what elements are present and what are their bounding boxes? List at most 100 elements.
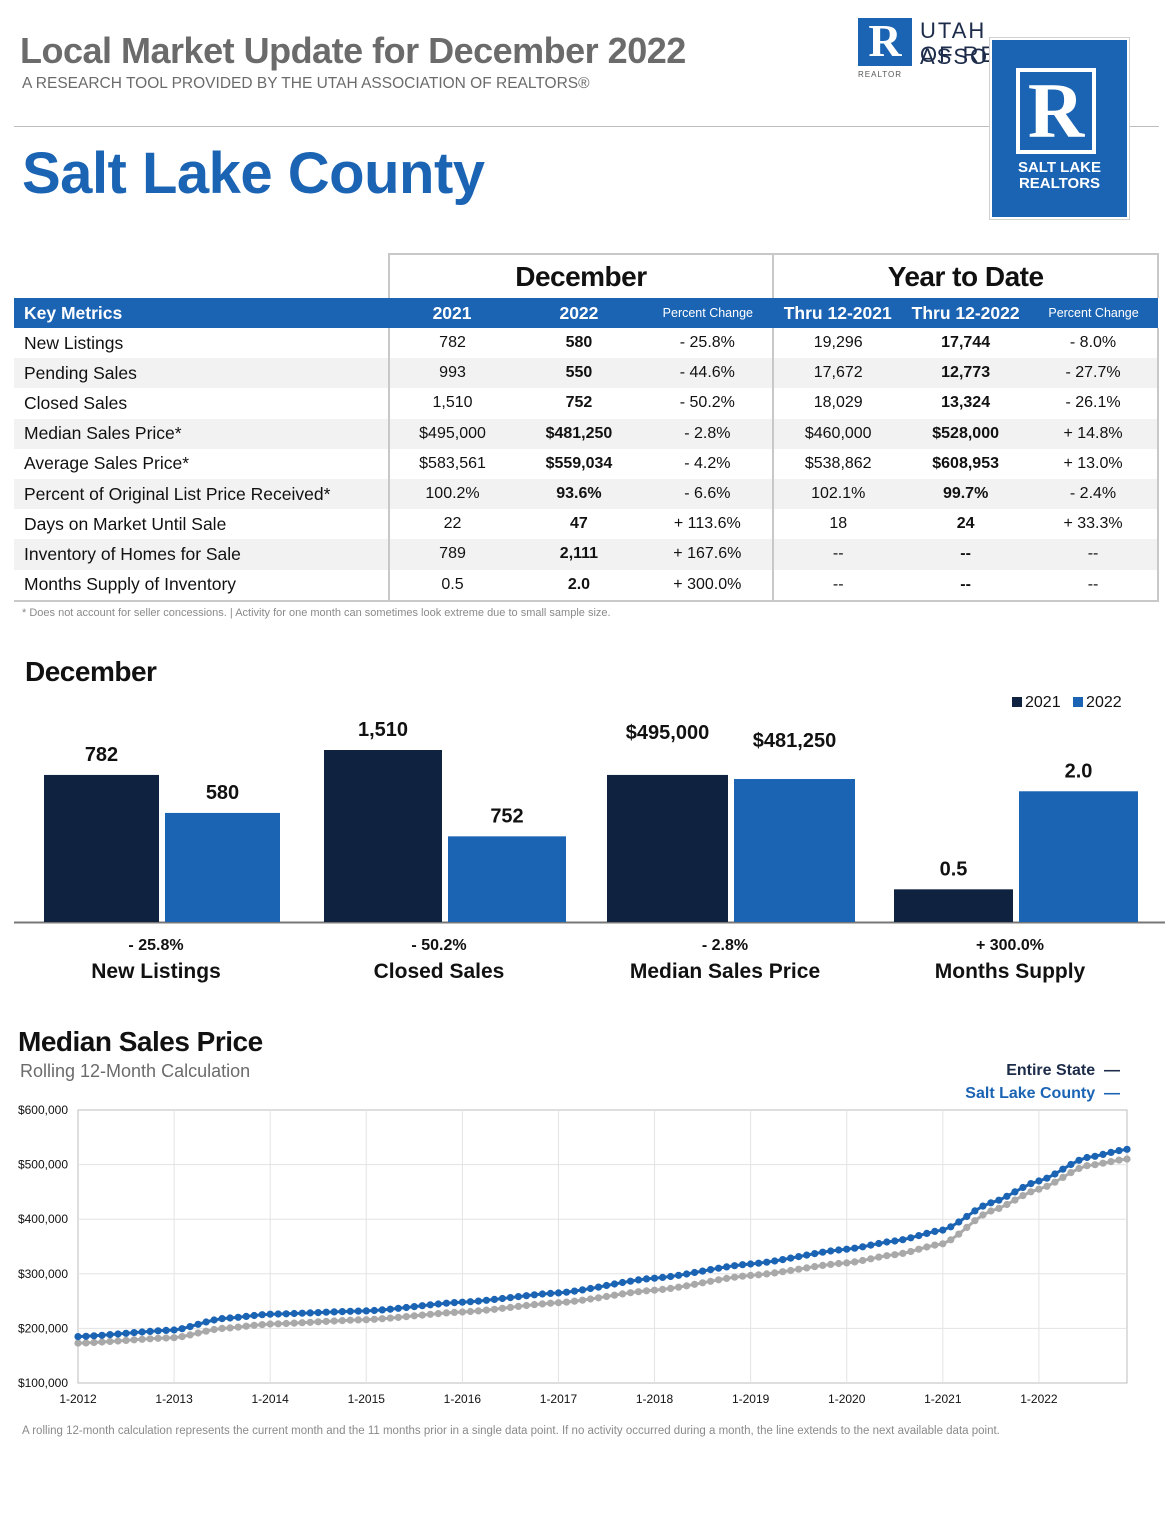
data-point-salt-lake-county xyxy=(835,1246,843,1254)
data-point-salt-lake-county xyxy=(763,1258,771,1266)
data-point-salt-lake-county xyxy=(546,1289,555,1297)
table-row: Percent of Original List Price Received*… xyxy=(14,478,1159,510)
data-point-salt-lake-county xyxy=(723,1263,731,1271)
data-point-salt-lake-county xyxy=(1035,1177,1043,1185)
data-point-salt-lake-county xyxy=(659,1273,667,1281)
data-point-entire-state xyxy=(338,1317,346,1325)
data-point-entire-state xyxy=(835,1259,843,1268)
data-point-salt-lake-county xyxy=(1019,1183,1027,1192)
line-chart-subtitle: Rolling 12-Month Calculation xyxy=(20,1061,251,1081)
data-point-salt-lake-county xyxy=(514,1293,523,1301)
december-group-header: December xyxy=(387,253,774,298)
data-point-entire-state xyxy=(298,1319,306,1327)
line-chart-footnote: A rolling 12-month calculation represent… xyxy=(22,1425,1000,1437)
data-point-salt-lake-county xyxy=(1051,1170,1059,1178)
table-corner xyxy=(14,254,389,298)
data-point-salt-lake-county xyxy=(979,1202,987,1210)
data-point-entire-state xyxy=(731,1273,739,1281)
data-point-salt-lake-county xyxy=(1027,1180,1035,1188)
data-point-entire-state xyxy=(306,1318,314,1326)
data-point-salt-lake-county xyxy=(610,1280,619,1288)
bar-median-sales-price-2022 xyxy=(734,779,855,922)
ytd-percent-change: - 2.4% xyxy=(1029,478,1159,510)
data-point-salt-lake-county xyxy=(202,1318,210,1326)
data-point-entire-state xyxy=(154,1334,162,1342)
data-point-salt-lake-county xyxy=(859,1243,867,1251)
x-tick-label: 1-2014 xyxy=(251,1392,289,1406)
data-point-entire-state xyxy=(859,1256,867,1265)
data-point-entire-state xyxy=(474,1307,482,1315)
data-point-salt-lake-county xyxy=(250,1311,258,1320)
ytd-percent-change: - 27.7% xyxy=(1029,358,1159,389)
dec-2021-value: 782 xyxy=(387,328,516,359)
ytd-2021-value: 19,296 xyxy=(772,328,903,359)
ytd-2022-value: -- xyxy=(902,539,1030,570)
table-row: Closed Sales 1,510 752 - 50.2% 18,029 13,324 -… xyxy=(14,388,1159,419)
data-point-entire-state xyxy=(891,1251,899,1259)
data-point-entire-state xyxy=(771,1269,779,1277)
data-point-salt-lake-county xyxy=(354,1307,362,1315)
data-point-salt-lake-county xyxy=(154,1327,162,1335)
dec-2022-value: $559,034 xyxy=(545,454,613,472)
dec-2021-value: $583,561 xyxy=(387,448,516,479)
data-point-salt-lake-county xyxy=(530,1291,539,1299)
dec-percent-change: + 300.0% xyxy=(642,569,774,602)
dec-2022-value: 580 xyxy=(565,334,593,352)
data-point-entire-state xyxy=(811,1263,819,1271)
ytd-percent-change: - 26.1% xyxy=(1029,388,1159,419)
data-point-entire-state xyxy=(1019,1192,1027,1200)
data-point-salt-lake-county xyxy=(306,1309,314,1317)
x-tick-label: 1-2015 xyxy=(348,1392,386,1406)
bar-median-sales-price-2021 xyxy=(607,774,728,922)
bar-group-label: Closed Sales xyxy=(374,960,505,983)
dec-2022-value: 2,111 xyxy=(515,539,643,570)
data-point-salt-lake-county xyxy=(1123,1145,1131,1153)
data-point-salt-lake-county xyxy=(162,1326,170,1334)
table-row: Months Supply of Inventory 0.5 2.0 + 300.0%… xyxy=(14,569,1159,602)
data-point-salt-lake-county xyxy=(947,1223,955,1231)
data-point-salt-lake-county xyxy=(891,1237,899,1245)
ytd-2021-value: 102.1% xyxy=(772,478,903,510)
data-point-entire-state xyxy=(1083,1162,1091,1170)
data-point-entire-state xyxy=(594,1294,603,1302)
data-point-entire-state xyxy=(723,1274,731,1282)
data-point-entire-state xyxy=(418,1311,426,1319)
data-point-entire-state xyxy=(739,1272,747,1280)
data-point-entire-state xyxy=(1091,1161,1099,1169)
legend-entire-state: Entire State — xyxy=(900,1062,1120,1080)
data-point-entire-state xyxy=(386,1314,394,1322)
ytd-2021-value: 18,029 xyxy=(772,388,903,419)
data-point-salt-lake-county xyxy=(987,1199,995,1207)
data-point-salt-lake-county xyxy=(1067,1160,1075,1169)
data-point-salt-lake-county xyxy=(210,1316,218,1324)
data-point-entire-state xyxy=(506,1303,514,1311)
data-point-entire-state xyxy=(402,1313,410,1321)
data-point-entire-state xyxy=(202,1327,210,1335)
data-point-salt-lake-county xyxy=(675,1271,683,1279)
data-point-entire-state xyxy=(843,1259,851,1267)
data-point-entire-state xyxy=(354,1316,362,1324)
legend-salt-lake-county: Salt Lake County — xyxy=(880,1085,1120,1103)
y-tick-label: $300,000 xyxy=(18,1267,68,1281)
data-point-salt-lake-county xyxy=(667,1272,675,1281)
data-point-entire-state xyxy=(675,1283,683,1291)
data-point-entire-state xyxy=(923,1243,931,1251)
data-point-salt-lake-county xyxy=(843,1245,851,1253)
data-point-salt-lake-county xyxy=(923,1229,931,1237)
data-point-entire-state xyxy=(610,1291,619,1299)
data-point-entire-state xyxy=(394,1313,402,1321)
metric-name: Closed Sales xyxy=(24,392,128,413)
data-point-entire-state xyxy=(707,1277,715,1285)
data-point-entire-state xyxy=(106,1337,114,1346)
data-point-salt-lake-county xyxy=(378,1306,386,1314)
legend-entire-state-label: Entire State xyxy=(1006,1062,1096,1079)
table-row: Pending Sales 993 550- 44.6% 17,672 12,773- … xyxy=(14,358,1159,389)
slr-r-glyph: R xyxy=(1027,67,1085,154)
data-point-salt-lake-county xyxy=(851,1244,859,1252)
data-point-salt-lake-county xyxy=(490,1295,498,1303)
data-point-salt-lake-county xyxy=(634,1276,643,1284)
bar-group-change: + 300.0% xyxy=(976,937,1044,954)
data-point-entire-state xyxy=(490,1305,498,1313)
metric-name: New Listings xyxy=(24,332,124,353)
data-point-entire-state xyxy=(899,1249,907,1257)
